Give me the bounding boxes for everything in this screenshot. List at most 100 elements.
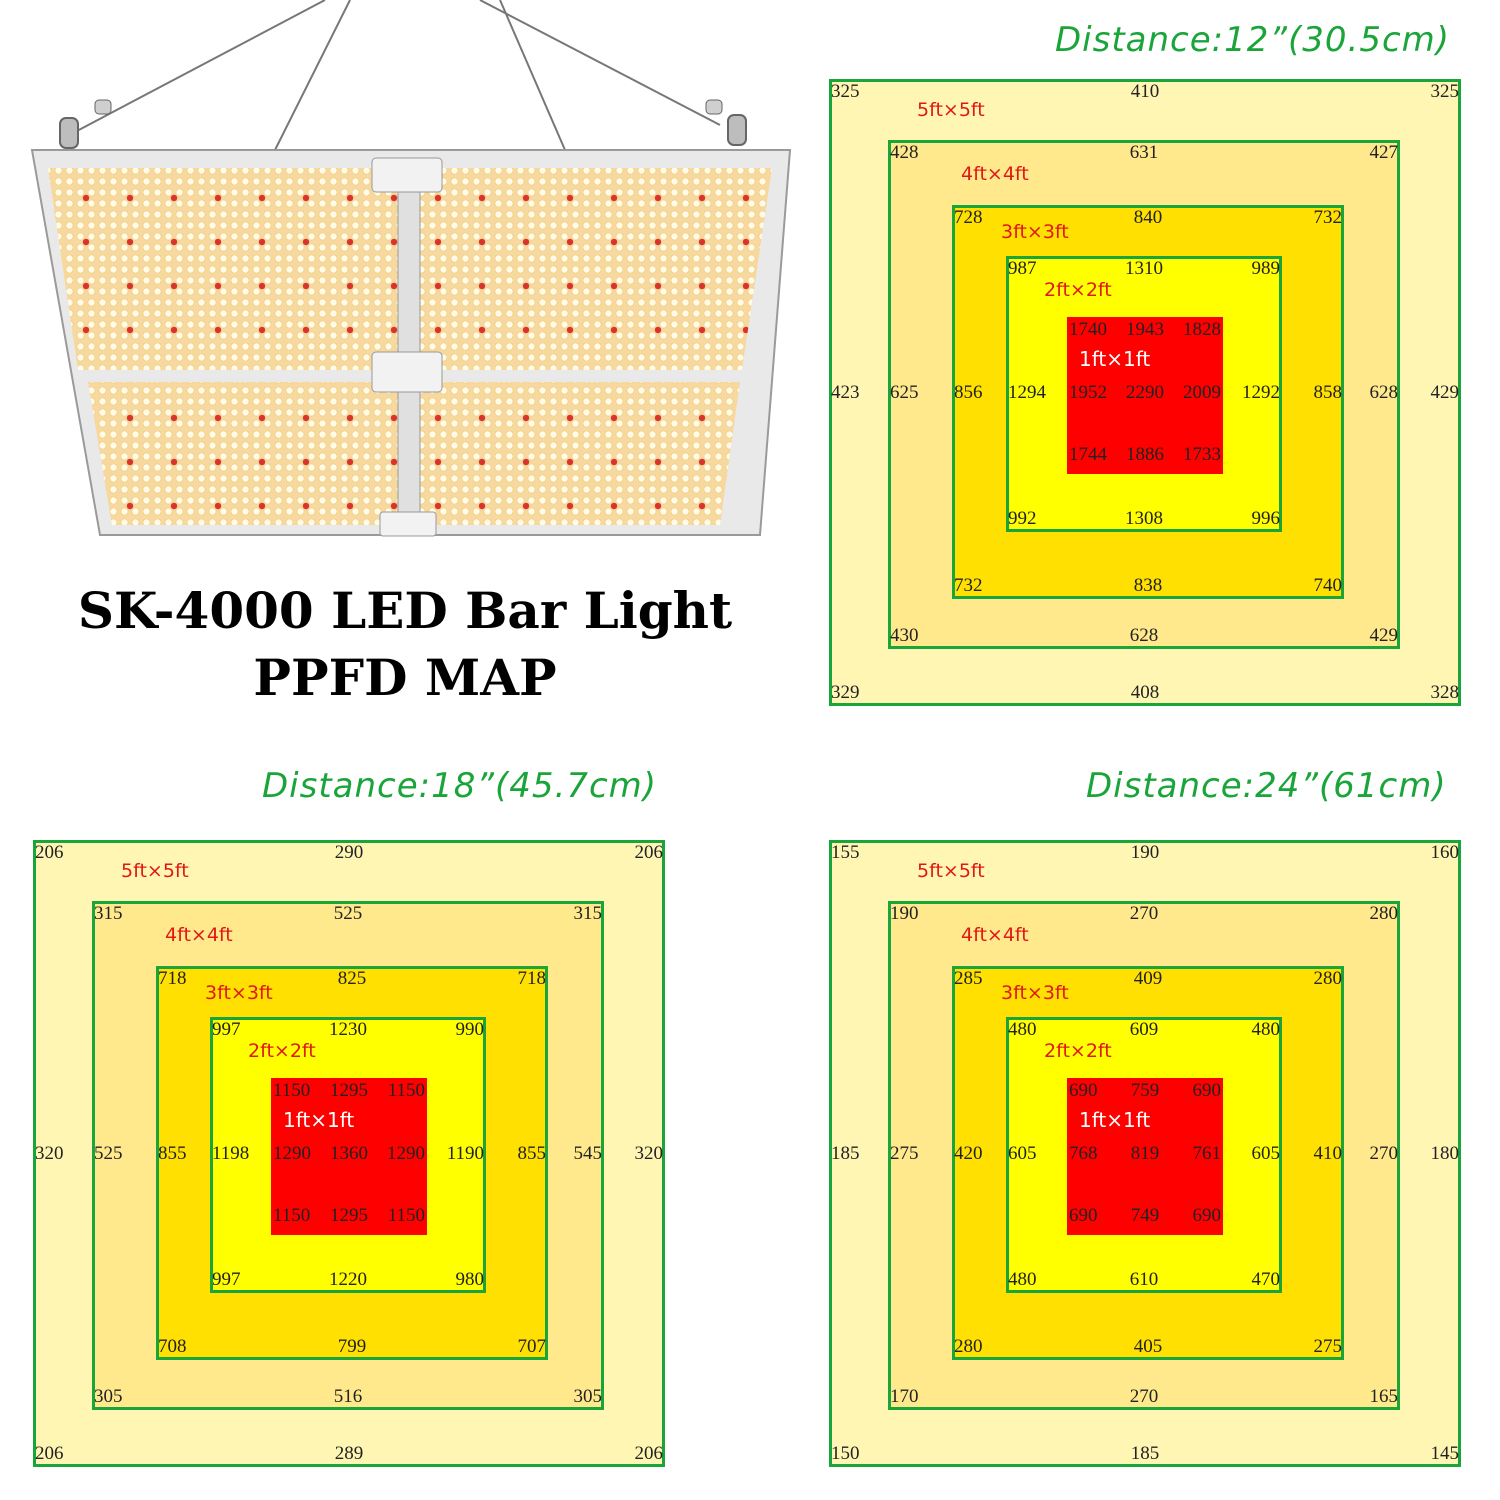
ppfd-value-z4-bc: 516 <box>333 1386 363 1407</box>
ppfd-value-z2-tr: 480 <box>1251 1019 1281 1040</box>
ppfd-value-z3-tr: 280 <box>1313 968 1343 989</box>
ppfd-value-z2-tr: 989 <box>1251 258 1281 279</box>
ppfd-value-z2-mr: 605 <box>1251 1142 1281 1164</box>
ppfd-value-z2-tc: 609 <box>1129 1019 1159 1040</box>
ppfd-value-z1-bc: 1295 <box>330 1205 368 1226</box>
zone-1ft <box>1067 1078 1223 1235</box>
ppfd-value-z4-tl: 315 <box>94 903 123 924</box>
ppfd-value-z3-mr: 858 <box>1313 381 1343 403</box>
ppfd-value-z1-c: 819 <box>1130 1142 1160 1164</box>
ppfd-value-z5-br: 328 <box>1430 682 1460 703</box>
ppfd-value-z4-br: 165 <box>1369 1386 1399 1407</box>
ppfd-value-z4-mr: 628 <box>1369 381 1399 403</box>
ppfd-value-z3-ml: 856 <box>954 381 983 403</box>
ppfd-value-z4-bl: 170 <box>890 1386 919 1407</box>
ppfd-value-z1-tc: 1295 <box>330 1080 368 1101</box>
ppfd-value-z2-tl: 480 <box>1008 1019 1037 1040</box>
ppfd-value-z3-tc: 409 <box>1133 968 1163 989</box>
ppfd-value-z1-tl: 690 <box>1069 1080 1098 1101</box>
ppfd-value-z4-bl: 430 <box>890 625 919 646</box>
ppfd-value-z4-ml: 625 <box>890 381 919 403</box>
ppfd-value-z1-bc: 1886 <box>1126 444 1164 465</box>
ppfd-value-z4-tc: 270 <box>1129 903 1159 924</box>
ppfd-value-z5-tr: 325 <box>1430 81 1460 102</box>
ppfd-value-z5-tl: 206 <box>35 842 64 863</box>
ppfd-value-z3-ml: 420 <box>954 1142 983 1164</box>
zone-label-2ft: 2ft×2ft <box>1044 1040 1112 1062</box>
ppfd-value-z5-ml: 185 <box>831 1142 860 1164</box>
zone-label-1ft: 1ft×1ft <box>283 1108 355 1132</box>
ppfd-value-z1-bl: 1150 <box>273 1205 311 1226</box>
ppfd-value-z5-mr: 429 <box>1430 381 1460 403</box>
ppfd-value-z1-bl: 1744 <box>1069 444 1107 465</box>
ppfd-value-z3-br: 275 <box>1313 1336 1343 1357</box>
ppfd-value-z2-bc: 610 <box>1129 1269 1159 1290</box>
distance-label-12in: Distance:12”(30.5cm) <box>1055 20 1451 60</box>
ppfd-value-z4-bc: 628 <box>1129 625 1159 646</box>
zone-label-2ft: 2ft×2ft <box>1044 279 1112 301</box>
ppfd-value-z3-ml: 855 <box>158 1142 187 1164</box>
ppfd-value-z2-tl: 997 <box>212 1019 241 1040</box>
ppfd-value-z1-ml: 1952 <box>1069 381 1107 403</box>
zone-1ft <box>1067 317 1223 474</box>
ppfd-value-z2-bc: 1308 <box>1125 508 1163 529</box>
ppfd-value-z5-bl: 329 <box>831 682 860 703</box>
ppfd-map-18in: 5ft×5ft 4ft×4ft 3ft×3ft 2ft×2ft 1ft×1ft 206 29… <box>33 840 665 1467</box>
zone-label-3ft: 3ft×3ft <box>1001 221 1069 243</box>
ppfd-value-z3-bl: 708 <box>158 1336 187 1357</box>
ppfd-value-z1-tc: 1943 <box>1126 319 1164 340</box>
distance-label-18in: Distance:18”(45.7cm) <box>262 766 658 806</box>
ppfd-value-z1-c: 2290 <box>1126 381 1164 403</box>
ppfd-value-z4-tc: 525 <box>333 903 363 924</box>
ppfd-value-z2-ml: 1294 <box>1008 381 1046 403</box>
ppfd-value-z4-tl: 428 <box>890 142 919 163</box>
ppfd-value-z1-bl: 690 <box>1069 1205 1098 1226</box>
product-title: SK-4000 LED Bar Light <box>77 581 733 640</box>
ppfd-value-z3-bl: 732 <box>954 575 983 596</box>
ppfd-value-z2-tr: 990 <box>455 1019 485 1040</box>
ppfd-value-z3-tc: 840 <box>1133 207 1163 228</box>
ppfd-value-z2-br: 980 <box>455 1269 485 1290</box>
zone-label-1ft: 1ft×1ft <box>1079 347 1151 371</box>
ppfd-value-z1-bc: 749 <box>1130 1205 1160 1226</box>
ppfd-value-z4-bl: 305 <box>94 1386 123 1407</box>
ppfd-value-z3-tr: 718 <box>517 968 547 989</box>
ppfd-value-z3-mr: 855 <box>517 1142 547 1164</box>
ppfd-value-z4-mr: 545 <box>573 1142 603 1164</box>
distance-label-24in: Distance:24”(61cm) <box>1086 766 1447 806</box>
ppfd-value-z5-ml: 320 <box>35 1142 64 1164</box>
ppfd-value-z2-bl: 480 <box>1008 1269 1037 1290</box>
zone-1ft <box>271 1078 427 1235</box>
ppfd-value-z1-tr: 1150 <box>387 1080 425 1101</box>
ppfd-value-z4-bc: 270 <box>1129 1386 1159 1407</box>
ppfd-value-z3-bc: 838 <box>1133 575 1163 596</box>
ppfd-value-z5-tl: 325 <box>831 81 860 102</box>
ppfd-value-z5-tr: 160 <box>1430 842 1460 863</box>
zone-label-4ft: 4ft×4ft <box>961 924 1029 946</box>
ppfd-value-z1-tr: 690 <box>1192 1080 1222 1101</box>
ppfd-value-z3-tl: 285 <box>954 968 983 989</box>
ppfd-value-z3-br: 740 <box>1313 575 1343 596</box>
zone-label-2ft: 2ft×2ft <box>248 1040 316 1062</box>
ppfd-value-z1-br: 690 <box>1192 1205 1222 1226</box>
ppfd-value-z1-mr: 2009 <box>1183 381 1221 403</box>
ppfd-value-z1-mr: 761 <box>1192 1142 1222 1164</box>
ppfd-value-z3-tc: 825 <box>337 968 367 989</box>
ppfd-value-z3-bc: 405 <box>1133 1336 1163 1357</box>
ppfd-value-z5-tc: 190 <box>1130 842 1160 863</box>
ppfd-value-z5-mr: 180 <box>1430 1142 1460 1164</box>
ppfd-value-z3-tl: 728 <box>954 207 983 228</box>
led-grow-light-image <box>30 0 792 537</box>
ppfd-value-z1-ml: 768 <box>1069 1142 1098 1164</box>
ppfd-value-z1-tr: 1828 <box>1183 319 1221 340</box>
ppfd-value-z3-bc: 799 <box>337 1336 367 1357</box>
ppfd-map-24in: 5ft×5ft 4ft×4ft 3ft×3ft 2ft×2ft 1ft×1ft 155 19… <box>829 840 1461 1467</box>
ppfd-value-z2-tc: 1310 <box>1125 258 1163 279</box>
ppfd-value-z5-bl: 150 <box>831 1443 860 1464</box>
ppfd-value-z5-tc: 290 <box>334 842 364 863</box>
ppfd-value-z5-br: 206 <box>634 1443 664 1464</box>
zone-label-4ft: 4ft×4ft <box>961 163 1029 185</box>
ppfd-value-z5-ml: 423 <box>831 381 860 403</box>
ppfd-value-z1-c: 1360 <box>330 1142 368 1164</box>
map-title: PPFD MAP <box>253 648 557 707</box>
